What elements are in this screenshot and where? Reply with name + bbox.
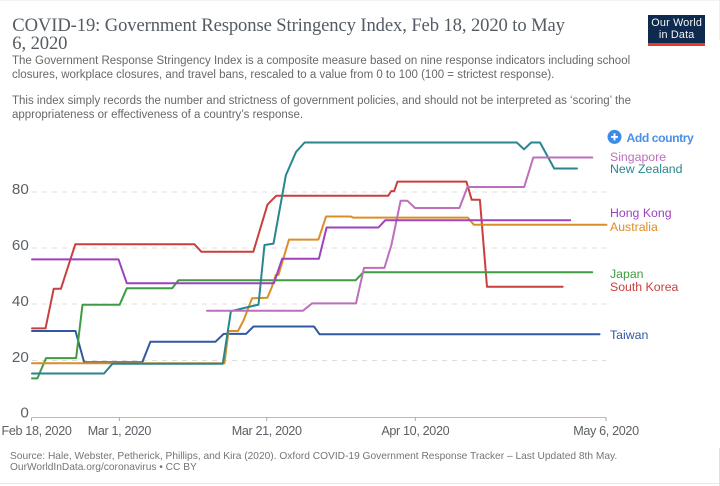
svg-text:May 6, 2020: May 6, 2020 [573, 424, 639, 438]
svg-text:20: 20 [12, 349, 29, 366]
svg-text:0: 0 [20, 405, 28, 422]
svg-text:Feb 18, 2020: Feb 18, 2020 [2, 424, 72, 438]
svg-text:60: 60 [12, 237, 29, 254]
svg-text:Mar 21, 2020: Mar 21, 2020 [232, 424, 302, 438]
svg-text:80: 80 [12, 181, 29, 198]
svg-text:40: 40 [12, 293, 29, 310]
svg-text:Mar 1, 2020: Mar 1, 2020 [88, 424, 152, 438]
svg-text:Apr 10, 2020: Apr 10, 2020 [381, 424, 449, 438]
